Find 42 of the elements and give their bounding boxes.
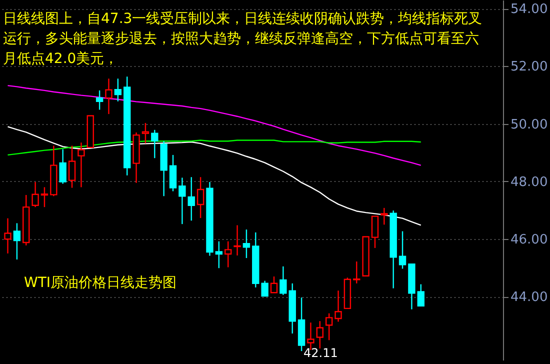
candlestick [142,122,150,144]
candlestick [196,176,204,219]
candlestick [151,129,158,159]
line-series [7,126,422,226]
candlestick [234,224,241,256]
candlestick [114,78,122,102]
candlestick [334,290,342,322]
y-tick-label: 54.00 [510,2,548,18]
candlestick [316,320,324,350]
y-tick-label: 48.00 [510,174,548,190]
annotation: WTI原油价格日线走势图 [24,275,177,291]
candlestick [280,266,287,296]
y-tick-label: 44.00 [510,290,548,306]
candlestick [78,142,85,188]
candlestick [105,78,112,115]
candlestick [371,216,379,249]
candlestick [398,230,406,270]
candlestick [353,260,360,284]
candlestick [68,145,76,188]
candlestick [188,176,195,222]
candlestick [13,222,21,260]
candlestick [178,177,186,225]
line-series [7,84,422,166]
candlestick [417,284,424,306]
y-tick-label: 50.00 [510,117,548,132]
candlestick [96,90,104,110]
candlestick [215,240,223,269]
annotation: 42.11 [304,346,338,360]
candlestick [40,186,48,208]
candlestick [169,154,177,192]
candlestick [261,280,268,297]
annotation: 日线线图上，自47.3一线受压制以来，日线连续收阴确认跌势，均线指标死叉运行，多头能量逐步退去，按照大趋势，继续反弹逢高空，下方低点可看至六月低点42.0美元， [3,11,482,67]
candlestick [32,181,39,208]
candlestick [325,312,333,341]
y-tick-label: 46.00 [510,232,548,248]
candlestick [270,276,278,294]
candlestick [4,218,12,254]
y-tick-label: 52.00 [510,60,548,75]
candlestick [380,207,388,226]
candlestick [224,240,232,268]
candlestick [242,228,250,259]
candlestick [59,148,66,184]
